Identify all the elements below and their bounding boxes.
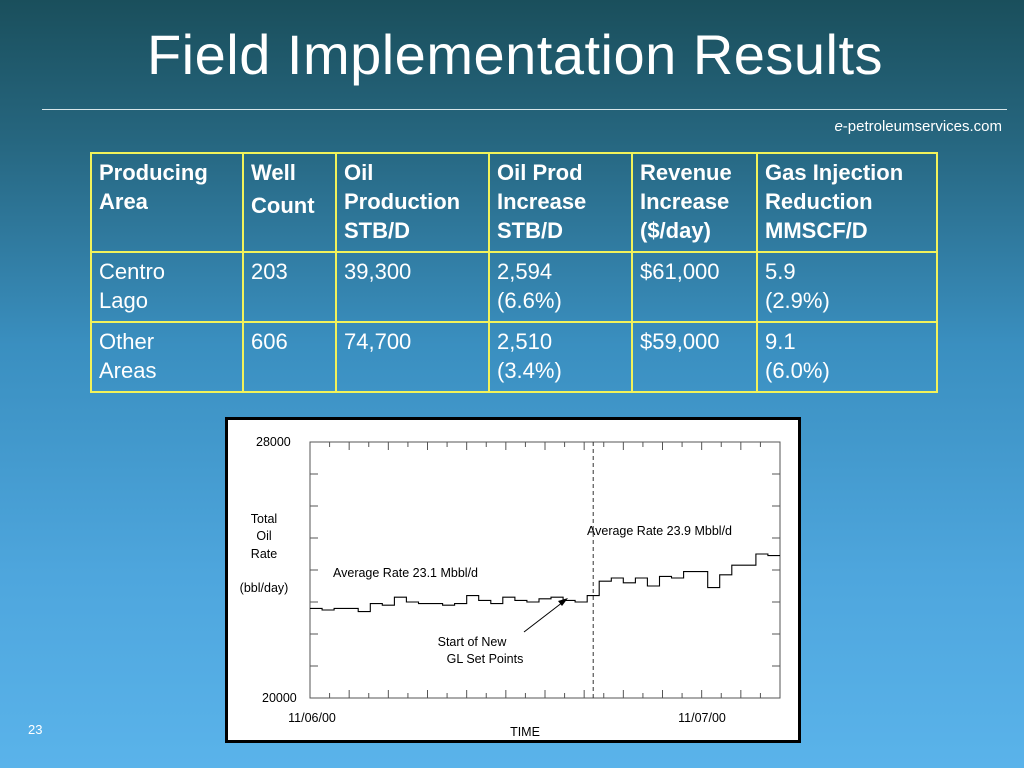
results-table: Producing Area Well Count Oil Production STB… xyxy=(90,152,938,393)
table-header-row: Producing Area Well Count Oil Production STB… xyxy=(90,152,938,253)
tick-marks xyxy=(310,442,780,698)
x-tick-label-start: 11/06/00 xyxy=(288,711,336,725)
cell-oil-production: 39,300 xyxy=(335,251,490,323)
page-number: 23 xyxy=(28,722,43,737)
header-oil-prod-increase: Oil Prod Increase STB/D xyxy=(488,152,633,253)
cell-area: Centro Lago xyxy=(90,251,244,323)
website-suffix: -petroleumservices.com xyxy=(842,118,1002,135)
annotation-start-new-line1: Start of New xyxy=(438,635,508,649)
title-divider xyxy=(42,109,1007,110)
company-website: e-petroleumservices.com xyxy=(834,118,1002,135)
cell-revenue-increase: $59,000 xyxy=(631,321,758,393)
series-line xyxy=(310,553,780,613)
cell-oil-prod-increase: 2,594 (6.6%) xyxy=(488,251,633,323)
slide-title: Field Implementation Results xyxy=(146,23,884,86)
header-revenue-increase: Revenue Increase ($/day) xyxy=(631,152,758,253)
table-row: Centro Lago 203 39,300 2,594 (6.6%) $61,00… xyxy=(90,251,938,323)
y-axis-label-line: Oil xyxy=(256,529,271,543)
cell-well-count: 606 xyxy=(242,321,337,393)
y-axis-label-units: (bbl/day) xyxy=(240,581,289,595)
cell-gas-injection-reduction: 9.1 (6.0%) xyxy=(756,321,938,393)
annotation-start-new-line2: GL Set Points xyxy=(447,652,524,666)
x-axis-label: TIME xyxy=(510,725,540,739)
header-gas-injection-reduction: Gas Injection Reduction MMSCF/D xyxy=(756,152,938,253)
annotation-arrowhead xyxy=(558,598,568,606)
table-row: Other Areas 606 74,700 2,510 (3.4%) $59,00… xyxy=(90,321,938,393)
oil-rate-chart-svg: 28000 20000 Total Oil Rate (bbl/day) 11/… xyxy=(240,435,781,739)
y-tick-label-min: 20000 xyxy=(262,691,297,705)
website-prefix: e xyxy=(834,118,843,135)
cell-well-count: 203 xyxy=(242,251,337,323)
cell-oil-production: 74,700 xyxy=(335,321,490,393)
cell-area: Other Areas xyxy=(90,321,244,393)
cell-oil-prod-increase: 2,510 (3.4%) xyxy=(488,321,633,393)
oil-rate-chart: 28000 20000 Total Oil Rate (bbl/day) 11/… xyxy=(225,417,801,743)
header-well-count: Well Count xyxy=(242,152,337,253)
y-axis-label-line: Total xyxy=(251,512,277,526)
cell-gas-injection-reduction: 5.9 (2.9%) xyxy=(756,251,938,323)
cell-revenue-increase: $61,000 xyxy=(631,251,758,323)
annotation-average-after: Average Rate 23.9 Mbbl/d xyxy=(587,524,732,538)
header-oil-production: Oil Production STB/D xyxy=(335,152,490,253)
x-tick-label-end: 11/07/00 xyxy=(678,711,726,725)
y-tick-label-max: 28000 xyxy=(256,435,291,449)
annotation-arrow xyxy=(523,601,564,633)
annotation-average-before: Average Rate 23.1 Mbbl/d xyxy=(333,566,478,580)
header-producing-area: Producing Area xyxy=(90,152,244,253)
y-axis-label-line: Rate xyxy=(251,547,277,561)
